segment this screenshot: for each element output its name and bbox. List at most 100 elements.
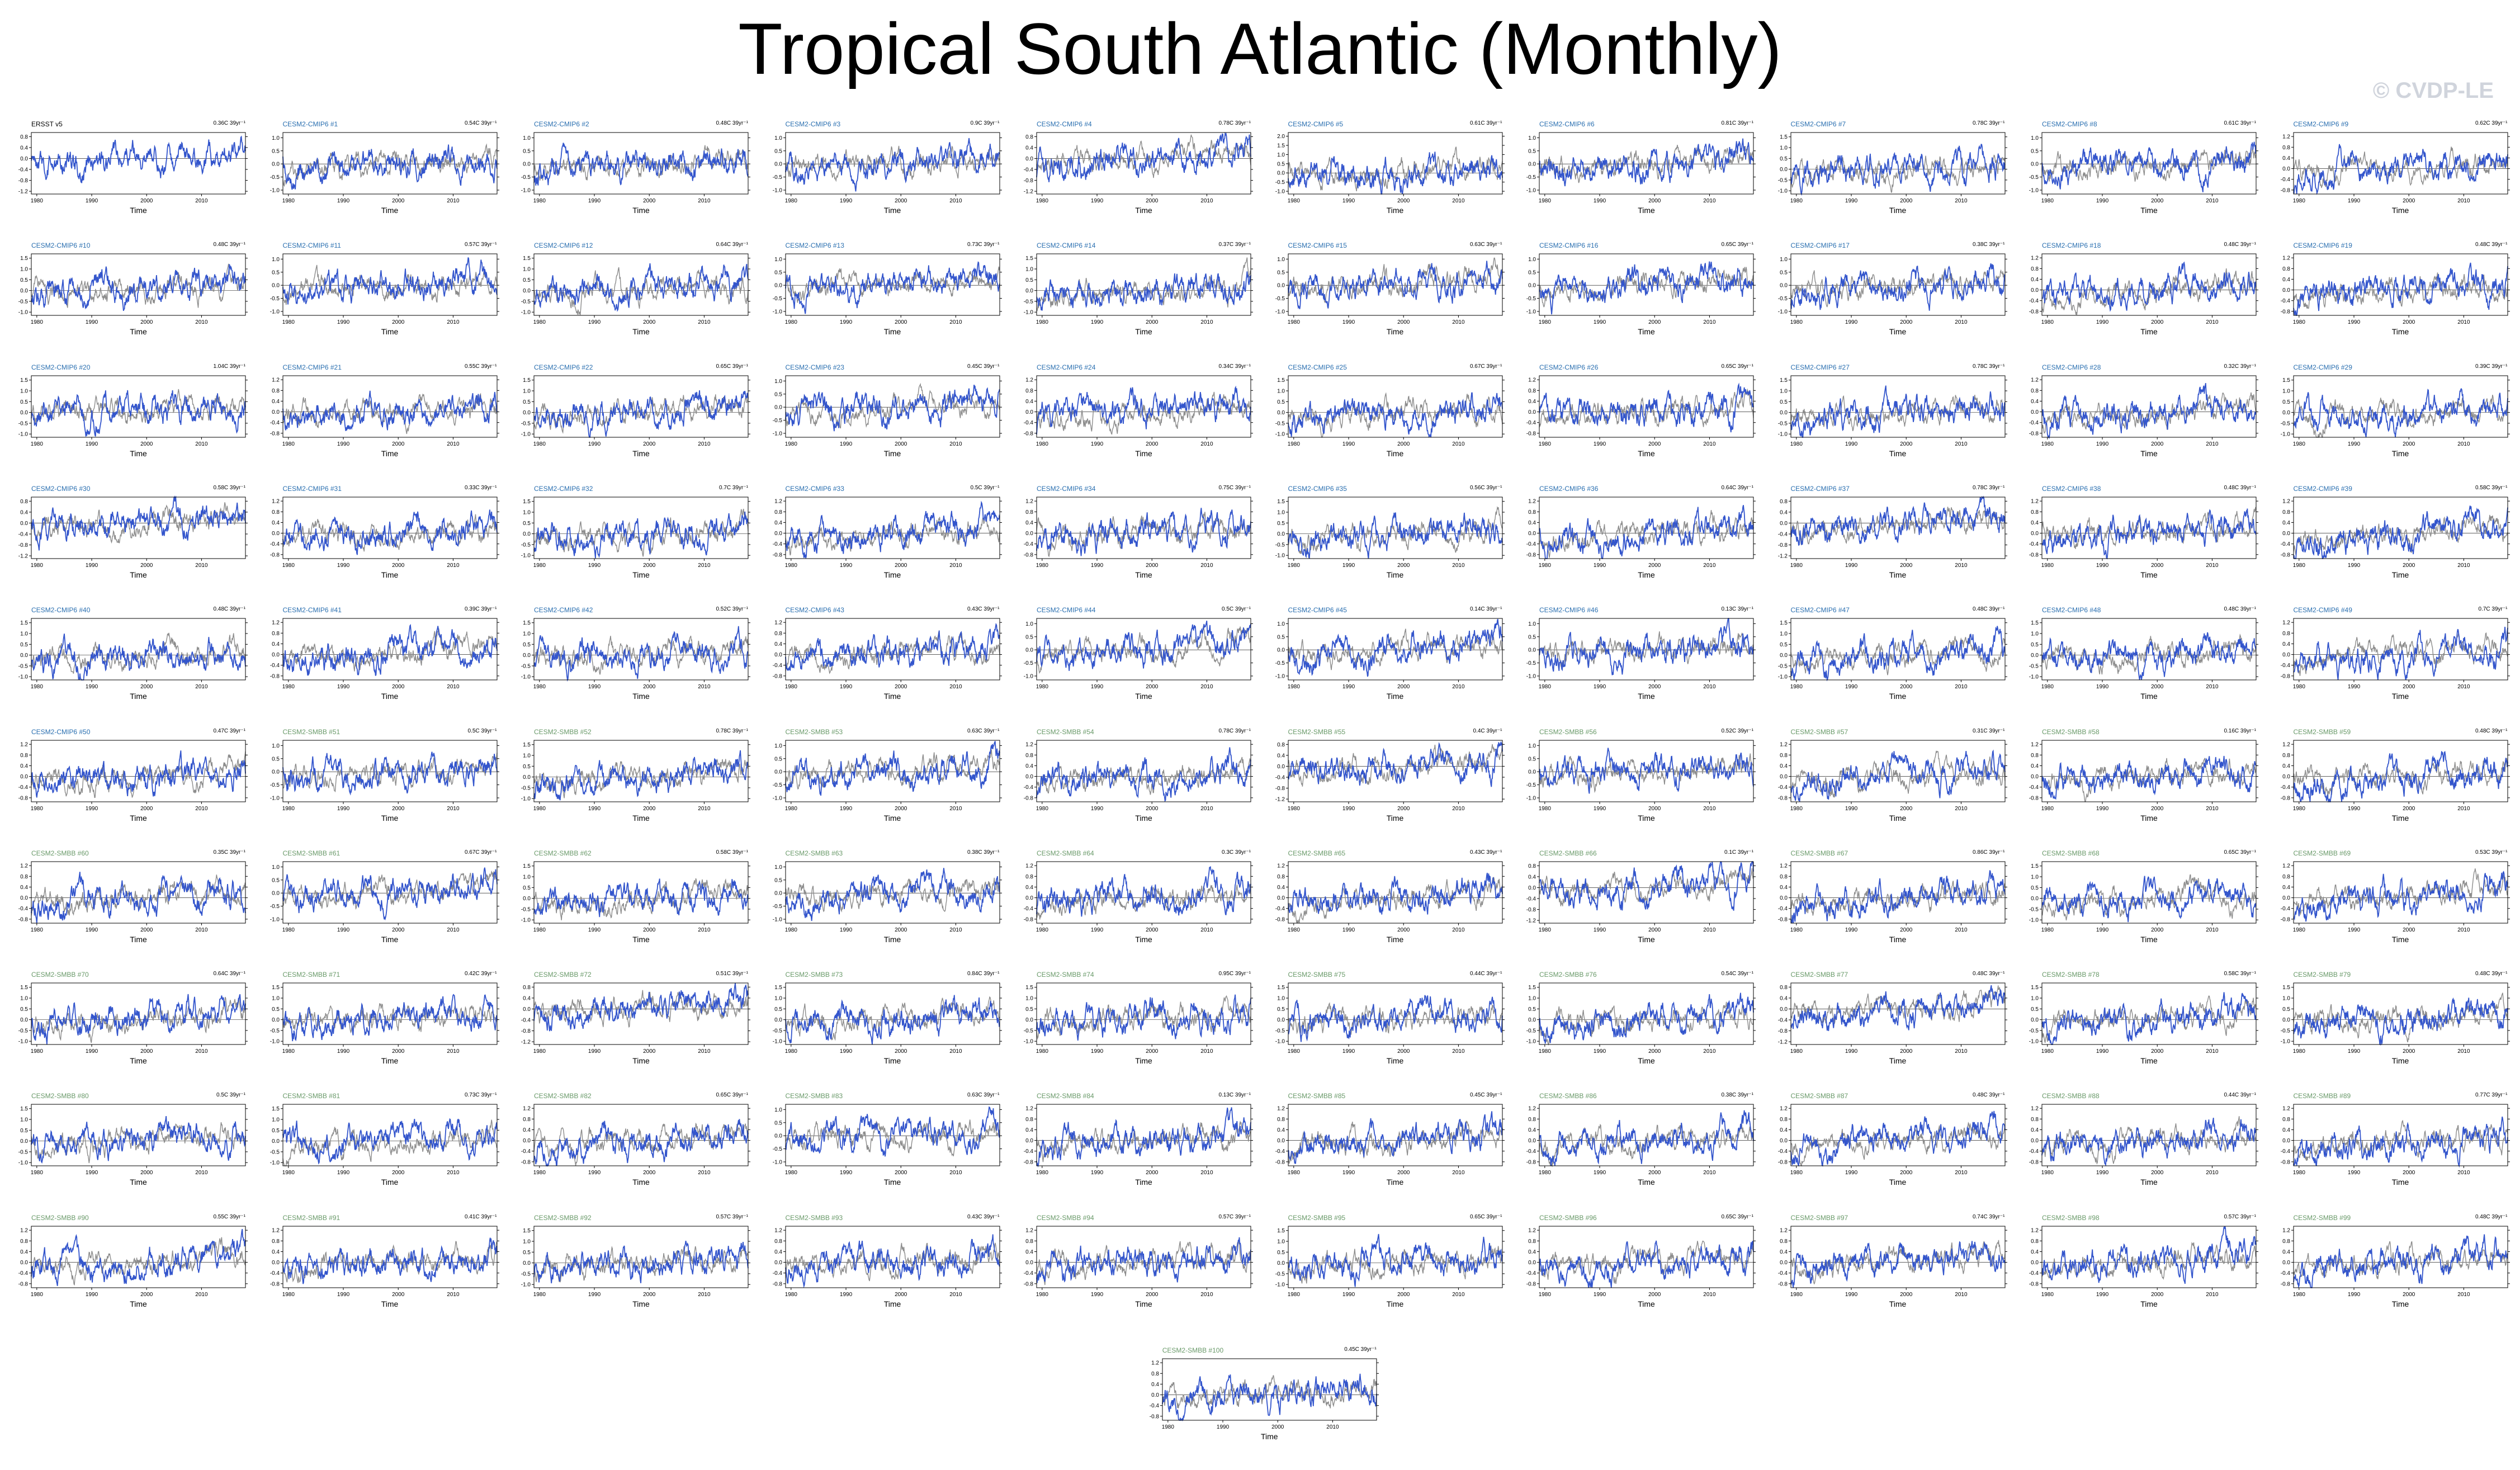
panel-title: CESM2-SMBB #96 <box>1539 1213 1597 1222</box>
y-tick-label: -0.4 <box>772 1270 782 1277</box>
model-line <box>533 1240 749 1283</box>
panel-6: CESM2-CMIP6 #5 0.61C 39yr⁻¹ 2.0 1.5 1.0 0.5 0.… <box>1267 120 1507 215</box>
y-tick-label: -0.8 <box>18 795 29 801</box>
x-tick-label: 2000 <box>392 684 405 690</box>
y-tick-label: 0.4 <box>1528 520 1536 526</box>
y-tick-label: 0.0 <box>1528 769 1536 775</box>
model-line <box>2041 141 2257 192</box>
model-line <box>282 751 498 796</box>
y-tick-label: -0.4 <box>1526 1270 1536 1277</box>
x-tick-label: 2000 <box>1397 198 1410 204</box>
y-tick-label: 0.4 <box>1780 1249 1788 1255</box>
obs-overlay-line <box>1036 134 1251 178</box>
panel-trend: 0.74C 39yr⁻¹ <box>1972 1213 2005 1220</box>
model-line <box>533 511 749 559</box>
x-tick-label: 2000 <box>1900 319 1913 325</box>
x-tick-label: 2010 <box>1703 1048 1716 1055</box>
panel-trend: 0.78C 39yr⁻¹ <box>1218 727 1251 734</box>
x-tick-label: 2000 <box>1900 806 1913 812</box>
x-tick-label: 1990 <box>337 563 349 569</box>
y-tick-label: -0.5 <box>1275 420 1285 427</box>
panel-trend: 0.57C 39yr⁻¹ <box>716 1213 748 1220</box>
x-tick-label: 2000 <box>1146 806 1159 812</box>
x-tick-label: 1980 <box>533 806 546 812</box>
model-line <box>1790 385 2006 438</box>
y-tick-label: 0.0 <box>2031 1138 2039 1144</box>
plot-frame <box>1539 497 1754 559</box>
y-tick-label: 1.0 <box>2031 631 2039 637</box>
y-tick-label: 1.0 <box>2282 996 2290 1002</box>
panel-title: CESM2-CMIP6 #45 <box>1288 606 1347 615</box>
panel-95: CESM2-SMBB #94 0.57C 39yr⁻¹ 1.2 0.8 0.4 0.0 -0… <box>1015 1214 1256 1308</box>
obs-overlay-line <box>1539 510 1754 558</box>
panel-trend: 0.95C 39yr⁻¹ <box>1218 971 1251 977</box>
y-tick-label: -0.8 <box>270 1281 280 1287</box>
y-tick-label: 0.4 <box>1528 1127 1536 1133</box>
y-tick-label: 1.0 <box>523 631 531 637</box>
x-tick-label: 2010 <box>2457 1048 2470 1055</box>
panel-trend: 0.78C 39yr⁻¹ <box>1218 120 1251 126</box>
x-tick-label: 2000 <box>140 198 153 204</box>
panel-title: CESM2-SMBB #69 <box>2293 849 2351 857</box>
x-tick-label: 2000 <box>2151 927 2164 933</box>
panel-78: CESM2-SMBB #77 0.48C 39yr⁻¹ 0.8 0.4 0.0 -0.4-… <box>1770 971 2010 1065</box>
y-tick-label: 1.2 <box>1780 741 1788 748</box>
y-tick-label: -0.4 <box>1526 896 1536 902</box>
plot-frame <box>1288 497 1502 559</box>
y-tick-label: 0.5 <box>20 399 28 405</box>
x-tick-label: 1990 <box>839 927 852 933</box>
y-tick-label: 0.0 <box>2282 410 2290 416</box>
panel-title: CESM2-SMBB #93 <box>785 1213 843 1222</box>
x-tick-label: 1980 <box>1287 1292 1300 1298</box>
y-tick-label: 0.4 <box>1025 1249 1033 1255</box>
y-tick-label: 0.4 <box>2031 1249 2039 1255</box>
panel-trend: 0.48C 39yr⁻¹ <box>2475 242 2508 248</box>
x-tick-label: 1990 <box>1342 684 1355 690</box>
x-tick-label: 2000 <box>643 684 656 690</box>
x-tick-label: 1980 <box>1036 563 1049 569</box>
y-tick-label: -1.0 <box>270 1039 280 1045</box>
x-axis-label: Time <box>1638 570 1655 579</box>
y-tick-label: 0.0 <box>1277 1017 1285 1023</box>
panel-54: CESM2-SMBB #53 0.63C 39yr⁻¹ 1.0 0.5 0.0 -0.5-… <box>764 728 1005 823</box>
y-tick-label: -0.4 <box>2280 298 2290 304</box>
x-tick-label: 2000 <box>140 684 153 690</box>
y-tick-label: 0.0 <box>523 162 531 168</box>
plot-frame <box>282 1104 497 1166</box>
x-tick-label: 1980 <box>282 806 295 812</box>
x-tick-label: 1980 <box>1790 806 1803 812</box>
y-tick-label: -0.5 <box>772 782 782 788</box>
y-tick-label: 0.8 <box>1151 1371 1159 1377</box>
plot-frame <box>1790 253 2005 316</box>
panel-trend: 0.31C 39yr⁻¹ <box>1972 727 2005 734</box>
panel-trend: 0.78C 39yr⁻¹ <box>1972 484 2005 491</box>
x-tick-label: 1980 <box>1790 1170 1803 1176</box>
model-line <box>2292 387 2508 437</box>
model-line <box>1790 263 2006 311</box>
x-axis-label: Time <box>1889 1056 1907 1066</box>
model-line <box>2292 1117 2508 1168</box>
x-axis-label: Time <box>1135 206 1152 215</box>
y-tick-label: 0.4 <box>2031 1127 2039 1133</box>
model-line <box>1036 385 1251 434</box>
x-tick-label: 1990 <box>337 198 349 204</box>
panel-38: CESM2-CMIP6 #37 0.78C 39yr⁻¹ 0.8 0.4 0.0 -0.4… <box>1770 485 2010 579</box>
y-tick-label: 1.0 <box>774 257 782 263</box>
x-tick-label: 1990 <box>86 684 98 690</box>
y-tick-label: -0.4 <box>2280 906 2290 912</box>
x-tick-label: 1980 <box>784 441 797 447</box>
obs-overlay-line <box>1036 1121 1251 1162</box>
panel-title: CESM2-CMIP6 #48 <box>2042 606 2101 615</box>
y-tick-label: -0.8 <box>2280 795 2290 801</box>
panel-34: CESM2-CMIP6 #33 0.5C 39yr⁻¹ 1.2 0.8 0.4 0.0 -0… <box>764 485 1005 579</box>
y-tick-label: 0.0 <box>2031 774 2039 780</box>
x-tick-label: 2010 <box>1200 563 1213 569</box>
y-tick-label: 1.5 <box>1025 256 1033 262</box>
x-axis-label: Time <box>2391 1056 2409 1066</box>
plot-frame <box>785 132 1000 195</box>
